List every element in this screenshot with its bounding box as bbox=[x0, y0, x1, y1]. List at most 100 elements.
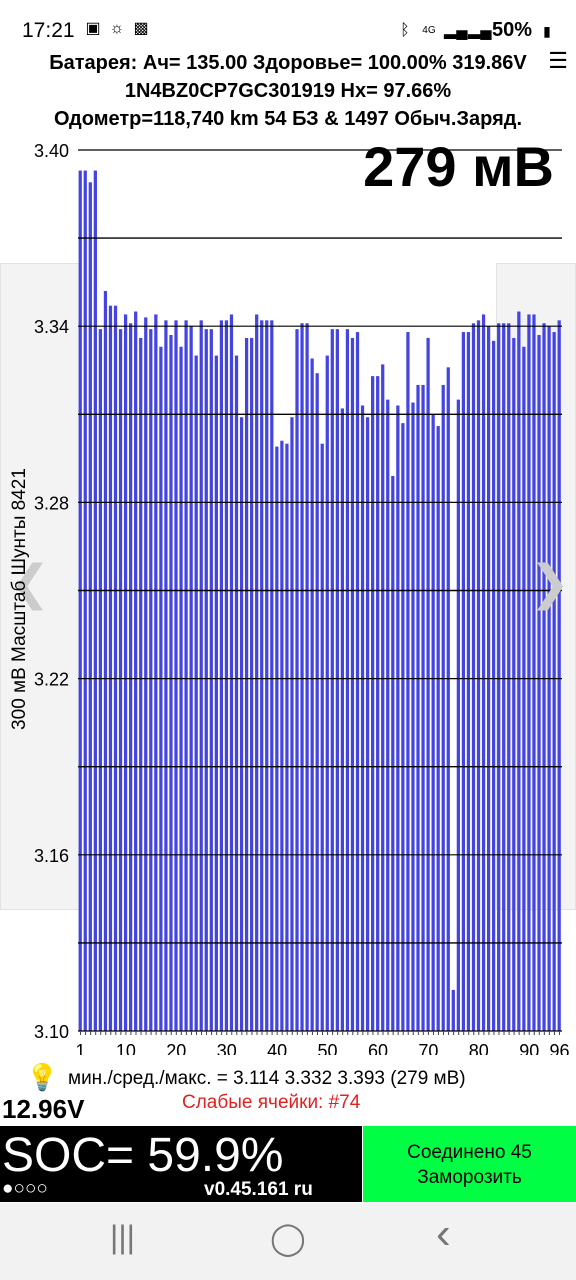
aux-voltage: 12.96V bbox=[2, 1094, 85, 1124]
chart-bar bbox=[345, 329, 350, 1031]
app-icon: ▩ bbox=[133, 20, 149, 37]
chevron-right-icon[interactable]: ❯ bbox=[529, 557, 570, 610]
chart-x-tick-label: 90 bbox=[519, 1041, 539, 1055]
chart-x-tick-label: 50 bbox=[318, 1041, 338, 1055]
chart-bar bbox=[184, 320, 188, 1031]
page-indicator-dots[interactable]: ●○○○ bbox=[2, 1178, 48, 1199]
chart-bar bbox=[194, 355, 198, 1031]
connection-freeze-button[interactable]: Соединено 45 Заморозить bbox=[363, 1126, 576, 1202]
chart-bar bbox=[451, 989, 455, 1031]
chart-bar bbox=[436, 426, 440, 1031]
chart-bar bbox=[239, 417, 244, 1031]
chart-bar bbox=[507, 323, 511, 1031]
chart-bar bbox=[310, 358, 314, 1031]
chart-bar bbox=[476, 320, 481, 1031]
chart-bar bbox=[426, 337, 430, 1031]
chart-bar bbox=[391, 475, 395, 1032]
spread-big-value: 279 мВ bbox=[363, 135, 554, 198]
chart-bar bbox=[229, 314, 234, 1031]
chart-bar bbox=[103, 290, 108, 1031]
chart-bar bbox=[129, 323, 133, 1031]
chart-bar bbox=[532, 314, 536, 1031]
chart-bar bbox=[219, 320, 224, 1031]
chart-bar bbox=[461, 332, 466, 1031]
chart-bar bbox=[224, 320, 229, 1031]
signal-icon: ▂▄ bbox=[467, 21, 492, 39]
chart-bar bbox=[315, 373, 319, 1031]
chart-bar bbox=[416, 384, 420, 1031]
chart-bar bbox=[456, 399, 460, 1031]
chevron-left-icon[interactable]: ❮ bbox=[10, 557, 51, 610]
chart-bar bbox=[83, 170, 87, 1031]
chart-x-tick-label: 96 bbox=[549, 1041, 569, 1055]
chart-bar bbox=[159, 346, 163, 1031]
battery-percent: 50% bbox=[491, 19, 532, 41]
weak-cells-label: Слабые ячейки: #74 bbox=[182, 1092, 361, 1113]
chart-bar bbox=[250, 337, 254, 1031]
recents-button[interactable]: ||| bbox=[110, 1219, 135, 1255]
status-time: 17:21 bbox=[22, 19, 75, 42]
chart-bar bbox=[441, 384, 445, 1031]
chart-y-tick-label: 3.34 bbox=[34, 317, 69, 337]
chart-bar bbox=[365, 417, 370, 1031]
chart-bar bbox=[118, 329, 123, 1031]
chart-bar bbox=[113, 305, 118, 1031]
back-button[interactable]: ‹ bbox=[436, 1209, 451, 1258]
chart-bar bbox=[481, 314, 486, 1031]
chart-bar bbox=[174, 320, 178, 1031]
chart-bar bbox=[88, 182, 92, 1032]
chart-bar bbox=[78, 170, 82, 1031]
chart-bar bbox=[169, 335, 173, 1031]
chart-x-tick-label: 60 bbox=[368, 1041, 388, 1055]
chart-bar bbox=[300, 323, 304, 1031]
chart-bar bbox=[209, 329, 213, 1031]
chart-bar bbox=[164, 320, 168, 1031]
battery-icon: ▮ bbox=[543, 22, 551, 39]
chart-bar bbox=[557, 320, 561, 1031]
chart-bar bbox=[411, 402, 415, 1031]
chart-bar bbox=[325, 355, 329, 1031]
chart-bar bbox=[260, 320, 264, 1031]
left-nav-panel[interactable] bbox=[0, 263, 80, 910]
home-button[interactable]: ◯ bbox=[270, 1220, 306, 1256]
chart-y-tick-label: 3.40 bbox=[34, 141, 69, 161]
chart-bar bbox=[552, 332, 556, 1031]
chart-bar bbox=[154, 314, 158, 1031]
menu-icon[interactable]: ☰ bbox=[548, 48, 568, 73]
chart-bar bbox=[421, 384, 425, 1031]
min-avg-max-stats: мин./сред./макс. = 3.114 3.332 3.393 (27… bbox=[68, 1068, 466, 1089]
chart-x-tick-label: 20 bbox=[166, 1041, 186, 1055]
chart-bar bbox=[376, 376, 380, 1031]
chart-x-tick-label: 70 bbox=[418, 1041, 438, 1055]
chart-bar bbox=[280, 440, 284, 1032]
chart-x-tick-label: 80 bbox=[469, 1041, 489, 1055]
chart-bar bbox=[234, 355, 239, 1031]
chart-bar bbox=[371, 376, 375, 1031]
chart-x-tick-label: 10 bbox=[116, 1041, 136, 1055]
chart-bar bbox=[270, 320, 274, 1031]
chart-bar bbox=[381, 364, 385, 1031]
chart-bar bbox=[255, 314, 259, 1031]
chart-bar bbox=[214, 355, 218, 1031]
chart-bar bbox=[471, 323, 476, 1031]
connection-status-label: Соединено 45 bbox=[407, 1142, 532, 1163]
chart-x-tick-label: 40 bbox=[267, 1041, 287, 1055]
soc-panel: SOC= 59.9% ●○○○ v0.45.161 ru bbox=[0, 1126, 362, 1202]
chart-bar bbox=[134, 311, 138, 1031]
image-icon: ▣ bbox=[85, 20, 101, 37]
freeze-label: Заморозить bbox=[417, 1167, 522, 1188]
chart-bar bbox=[285, 443, 289, 1031]
chart-bar bbox=[290, 417, 294, 1031]
status-left-icons: ▣ ☼ ▩ bbox=[84, 20, 150, 38]
chart-bar bbox=[139, 337, 143, 1031]
chart-bar bbox=[431, 414, 435, 1031]
chart-bar bbox=[149, 329, 153, 1031]
chart-bar bbox=[123, 314, 128, 1031]
chart-bar bbox=[355, 332, 360, 1031]
status-bar: 17:21 ▣ ☼ ▩ ᛒ 4G ▂▄ ▂▄ 50% ▮ bbox=[0, 0, 576, 44]
lightbulb-icon[interactable]: 💡 bbox=[26, 1062, 59, 1092]
bluetooth-icon: ᛒ bbox=[400, 21, 410, 39]
chart-bar bbox=[512, 337, 516, 1031]
chart-bar bbox=[350, 337, 355, 1031]
system-nav-bar: ||| ◯ ‹ bbox=[0, 1203, 576, 1280]
